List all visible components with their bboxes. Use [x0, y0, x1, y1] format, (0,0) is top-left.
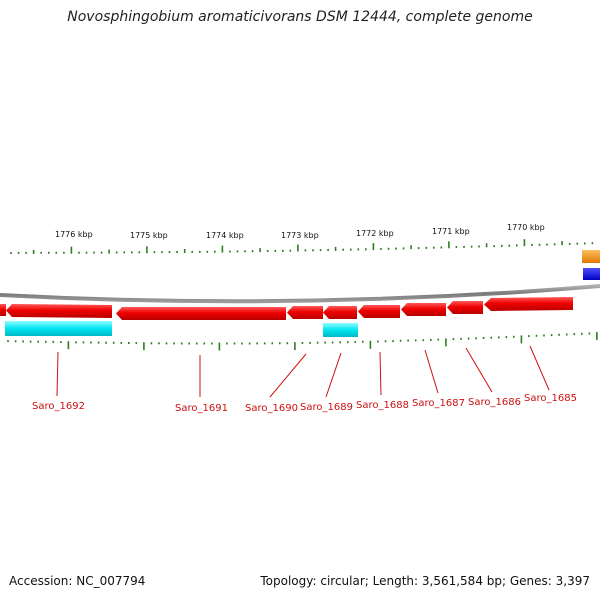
gene-label[interactable]: Saro_1687 [412, 398, 465, 409]
scale-label: 1774 kbp [206, 231, 244, 240]
leader-line [465, 347, 493, 393]
gene-label[interactable]: Saro_1692 [32, 401, 85, 412]
scale-ticks-top [10, 239, 594, 254]
gene-label[interactable]: Saro_1691 [175, 403, 228, 414]
leader-line [424, 349, 439, 394]
edge-feature-blue [583, 268, 600, 280]
leader-line [325, 352, 342, 398]
leader-line [529, 345, 550, 391]
cds-arrow-saro-1686 [447, 301, 483, 314]
gene-feature-saro-1689 [323, 323, 358, 337]
gene-label[interactable]: Saro_1689 [300, 402, 353, 413]
edge-feature-orange [582, 250, 600, 263]
leader-line [56, 351, 59, 397]
leader-line [379, 351, 382, 396]
cds-arrow-saro-1685 [484, 297, 573, 311]
map-title: Novosphingobium aromaticivorans DSM 1244… [67, 9, 533, 25]
cds-arrow-saro-1692 [6, 304, 112, 318]
scale-label: 1770 kbp [507, 223, 545, 232]
cds-arrow-saro-1689 [323, 306, 357, 319]
scale-label: 1771 kbp [432, 227, 470, 236]
cds-arrow-saro-1687 [401, 303, 446, 316]
gene-label[interactable]: Saro_1685 [524, 393, 577, 404]
scale-labels: 1776 kbp 1775 kbp 1774 kbp 1773 kbp 1772… [55, 223, 545, 240]
genome-backbone [0, 284, 600, 304]
gene-label[interactable]: Saro_1690 [245, 403, 298, 414]
scale-ticks-bottom [7, 332, 598, 351]
label-leaders [56, 345, 550, 398]
genome-summary-text: Topology: circular; Length: 3,561,584 bp… [260, 574, 590, 588]
gene-feature-saro-1692 [5, 321, 112, 336]
scale-label: 1773 kbp [281, 231, 319, 240]
accession-text: Accession: NC_007794 [9, 574, 146, 588]
gene-label[interactable]: Saro_1686 [468, 397, 521, 408]
scale-label: 1772 kbp [356, 229, 394, 238]
cds-arrow-saro-1688 [358, 305, 400, 318]
scale-label: 1775 kbp [130, 231, 168, 240]
scale-label: 1776 kbp [55, 230, 93, 239]
cds-arrow-offedge [0, 304, 6, 316]
leader-line [269, 353, 307, 398]
gene-label[interactable]: Saro_1688 [356, 400, 409, 411]
cds-arrow-saro-1691 [116, 307, 286, 320]
cds-arrow-saro-1690 [287, 306, 323, 319]
gene-labels: Saro_1692 Saro_1691 Saro_1690 Saro_1689 … [32, 393, 577, 414]
